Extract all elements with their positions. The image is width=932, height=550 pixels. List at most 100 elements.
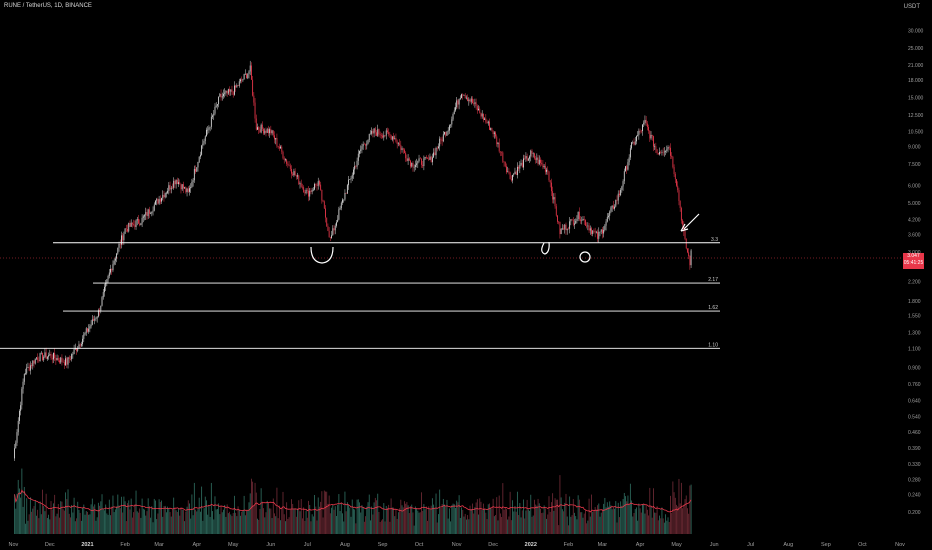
volume-bar (123, 496, 125, 534)
volume-bar (43, 505, 45, 534)
candle-body (610, 207, 612, 212)
candle-body (553, 197, 555, 200)
candle-body (97, 310, 99, 317)
price-tick-label: 12.500 (908, 113, 924, 119)
currency-label: USDT (903, 4, 920, 10)
candle-body (659, 151, 660, 155)
candle-body (578, 211, 580, 220)
volume-bar (26, 498, 28, 534)
candle-body (140, 223, 142, 226)
volume-bar (212, 511, 213, 534)
candle-body (289, 165, 291, 170)
volume-bar (139, 508, 141, 534)
candle-body (181, 184, 183, 190)
volume-bar (304, 520, 306, 534)
volume-bar (578, 499, 580, 534)
candle-body (552, 191, 554, 200)
volume-bar (529, 510, 530, 534)
time-tick-label: Mar (154, 542, 164, 548)
price-axis[interactable]: 30.000 25.000 21.000 18.000 15.000 12.500 10.5… (908, 29, 924, 516)
time-axis[interactable]: Nov Dec 2021 Feb Mar Apr May Jun Jul Aug Sep Oct Nov… (8, 542, 905, 548)
volume-bar (158, 499, 160, 534)
volume-bar (237, 506, 239, 534)
volume-bar (581, 512, 583, 534)
volume-bar (515, 511, 517, 534)
volume-bar (285, 521, 286, 534)
volume-bar (598, 503, 600, 534)
candle-body (623, 171, 625, 182)
volume-bar (589, 516, 591, 534)
candle-body (83, 334, 85, 339)
volume-bar (332, 504, 334, 534)
volume-bar (197, 509, 199, 534)
volume-bar (209, 516, 211, 534)
volume-bar (384, 521, 386, 534)
volume-bar (414, 506, 416, 534)
volume-bar (367, 502, 369, 534)
volume-bar (438, 514, 439, 534)
volume-bar (497, 520, 499, 534)
volume-bar (305, 510, 307, 534)
candle-body (278, 146, 280, 149)
volume-bar (668, 521, 670, 534)
price-tick-label: 5.000 (908, 201, 921, 207)
volume-bar (537, 498, 539, 534)
price-tick-label: 0.460 (908, 430, 921, 436)
candle-body (468, 99, 470, 102)
candle-body (575, 221, 577, 224)
candle-body (606, 216, 608, 222)
candle-body (315, 184, 317, 185)
volume-bar (175, 510, 177, 534)
candle-body (361, 146, 363, 150)
candle-body (430, 156, 432, 163)
candle-body (19, 410, 20, 421)
volume-bar (238, 509, 240, 534)
candle-body (63, 362, 65, 366)
volume-bar (395, 509, 397, 534)
candle-body (605, 221, 607, 226)
candle-body (371, 130, 373, 134)
volume-bar (673, 492, 675, 534)
volume-bar (553, 510, 555, 534)
candle-body (495, 132, 496, 137)
candle-body (37, 357, 39, 361)
price-tick-label: 0.200 (908, 510, 921, 516)
candle-body (374, 128, 376, 133)
volume-bar (242, 510, 244, 534)
candle-body (241, 79, 243, 81)
volume-bar (561, 509, 563, 534)
volume-bar (659, 515, 660, 534)
volume-bar (476, 499, 478, 534)
volume-bar (336, 515, 337, 534)
volume-bar (39, 501, 41, 534)
candle-body (244, 73, 246, 75)
candle-body (518, 166, 520, 169)
volume-bar (79, 512, 81, 534)
price-tick-label: 10.500 (908, 130, 924, 136)
candle-body (393, 136, 394, 140)
candle-body (32, 360, 34, 367)
candle-body (267, 129, 269, 134)
volume-bar (541, 513, 543, 534)
candle-body (524, 158, 526, 160)
volume-bar (297, 508, 298, 534)
candle-body (16, 432, 18, 443)
candle-body (600, 229, 602, 232)
candle-body (547, 169, 549, 172)
volume-bar (167, 506, 169, 534)
volume-bar (51, 509, 53, 534)
candle-body (513, 173, 515, 175)
candle-body (690, 250, 692, 266)
candle-body (62, 361, 64, 363)
volume-bar (688, 513, 690, 534)
candle-body (79, 344, 81, 346)
candle-body (655, 146, 657, 150)
volume-bar (38, 518, 40, 534)
candle-body (536, 157, 538, 160)
candle-body (530, 150, 532, 157)
volume-bar (385, 506, 387, 534)
candle-body (93, 319, 94, 321)
volume-bar (413, 525, 415, 534)
candle-body (89, 326, 91, 329)
